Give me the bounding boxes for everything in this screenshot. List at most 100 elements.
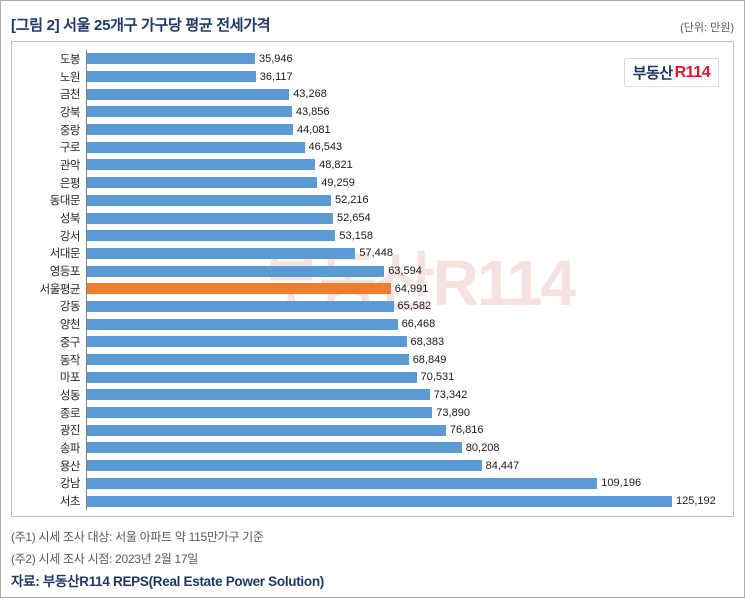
bar (87, 318, 398, 330)
chart-row: 성북 52,654 (16, 209, 727, 227)
category-label: 서울평균 (39, 283, 81, 296)
value-label: 48,821 (319, 158, 353, 171)
bar (87, 159, 316, 171)
bar-track: 64,991 (86, 279, 727, 298)
chart-row: 노원 36,117 (16, 67, 727, 86)
bar (87, 247, 356, 259)
chart-header: [그림 2] 서울 25개구 가구당 평균 전세가격 (단위: 만원) (11, 9, 734, 35)
footnote-2: (주2) 시세 조사 시점: 2023년 2월 17일 (11, 552, 199, 566)
value-label: 125,192 (676, 495, 716, 508)
bar-track: 36,117 (86, 67, 727, 86)
bar (87, 495, 672, 507)
value-label: 35,946 (259, 52, 293, 65)
bar-track: 57,448 (86, 244, 727, 263)
value-label: 109,196 (601, 477, 642, 490)
category-label: 마포 (59, 372, 81, 385)
bar-track: 52,654 (86, 209, 727, 227)
logo-text-budongsan: 부동산 (632, 65, 673, 82)
bar (87, 106, 292, 118)
value-label: 52,654 (337, 212, 371, 225)
chart-row: 용산 84,447 (16, 456, 727, 475)
bar-track: 68,383 (86, 333, 727, 351)
bar-track: 80,208 (86, 439, 727, 457)
bar (87, 177, 318, 189)
bar (87, 124, 293, 136)
value-label: 49,259 (321, 176, 355, 189)
bar-track: 49,259 (86, 173, 727, 192)
unit-label: (단위: 만원) (680, 22, 734, 34)
value-label: 76,816 (449, 424, 484, 437)
value-label: 57,448 (359, 247, 394, 260)
value-label: 68,849 (412, 353, 447, 366)
bar (87, 424, 446, 436)
bar (87, 88, 290, 100)
chart-row: 강서 53,158 (16, 226, 727, 245)
chart-row: 서초 125,192 (16, 492, 727, 510)
bar (87, 230, 336, 242)
chart-row: 금천 43,268 (16, 85, 727, 104)
footnote-1: (주1) 시세 조사 대상: 서울 아파트 약 115만가구 기준 (11, 530, 264, 544)
bar (87, 477, 598, 489)
bar (87, 336, 407, 348)
bar (87, 389, 430, 401)
bar (87, 265, 385, 277)
category-label: 금천 (59, 89, 81, 102)
value-label: 64,991 (394, 282, 429, 295)
bar (87, 53, 255, 65)
bar-track: 84,447 (86, 456, 727, 475)
category-label: 중구 (59, 336, 81, 349)
chart-area: 부동산R114 부동산 R114 도봉 35,946 노원 36,117 금천 43,26… (11, 41, 734, 517)
bar-track: 53,158 (86, 226, 727, 245)
category-label: 종로 (59, 407, 81, 420)
value-label: 52,216 (335, 194, 369, 207)
value-label: 73,890 (436, 406, 470, 419)
bar (87, 371, 417, 383)
category-label: 성북 (59, 213, 81, 226)
bar-track: 48,821 (86, 156, 727, 174)
bar-track: 125,192 (86, 492, 727, 510)
category-label: 광진 (59, 425, 81, 438)
bar-track: 44,081 (86, 120, 727, 139)
footnotes: (주1) 시세 조사 대상: 서울 아파트 약 115만가구 기준 (주2) 시… (11, 526, 734, 594)
chart-row: 강북 43,856 (16, 103, 727, 121)
bar (87, 442, 462, 454)
r114-logo: 부동산 R114 (623, 58, 719, 87)
bar-track: 73,342 (86, 386, 727, 404)
value-label: 43,268 (293, 88, 327, 101)
chart-row: 중구 68,383 (16, 333, 727, 351)
value-label: 65,582 (397, 300, 432, 313)
bar-track: 73,890 (86, 403, 727, 422)
plot-rows: 도봉 35,946 노원 36,117 금천 43,268 강북 43,856 중랑 44,081… (16, 50, 727, 510)
chart-row: 광진 76,816 (16, 421, 727, 440)
category-label: 서초 (59, 496, 81, 509)
bar-track: 35,946 (86, 50, 727, 68)
chart-row: 도봉 35,946 (16, 50, 727, 68)
bar (87, 212, 333, 224)
value-label: 53,158 (339, 229, 374, 242)
category-label: 강남 (59, 478, 81, 491)
value-label: 70,531 (420, 371, 455, 384)
bar-track: 76,816 (86, 421, 727, 440)
category-label: 동작 (59, 354, 81, 367)
bar (87, 407, 433, 419)
value-label: 63,594 (388, 265, 422, 278)
bar-track: 52,216 (86, 191, 727, 210)
bar-track: 43,856 (86, 103, 727, 121)
category-label: 구로 (59, 142, 81, 155)
value-label: 84,447 (485, 459, 520, 472)
category-label: 노원 (59, 71, 81, 84)
value-label: 44,081 (297, 123, 331, 136)
value-label: 46,543 (308, 141, 343, 154)
chart-row: 성동 73,342 (16, 386, 727, 404)
bar (87, 300, 394, 312)
bar-track: 43,268 (86, 85, 727, 104)
value-label: 80,208 (465, 441, 500, 454)
chart-row: 양천 66,468 (16, 315, 727, 333)
chart-row: 영등포 63,594 (16, 262, 727, 280)
source-line: 자료: 부동산R114 REPS(Real Estate Power Solut… (11, 574, 324, 589)
bar (87, 354, 409, 366)
chart-row: 동대문 52,216 (16, 191, 727, 210)
chart-row: 송파 80,208 (16, 439, 727, 457)
bar (87, 141, 305, 153)
